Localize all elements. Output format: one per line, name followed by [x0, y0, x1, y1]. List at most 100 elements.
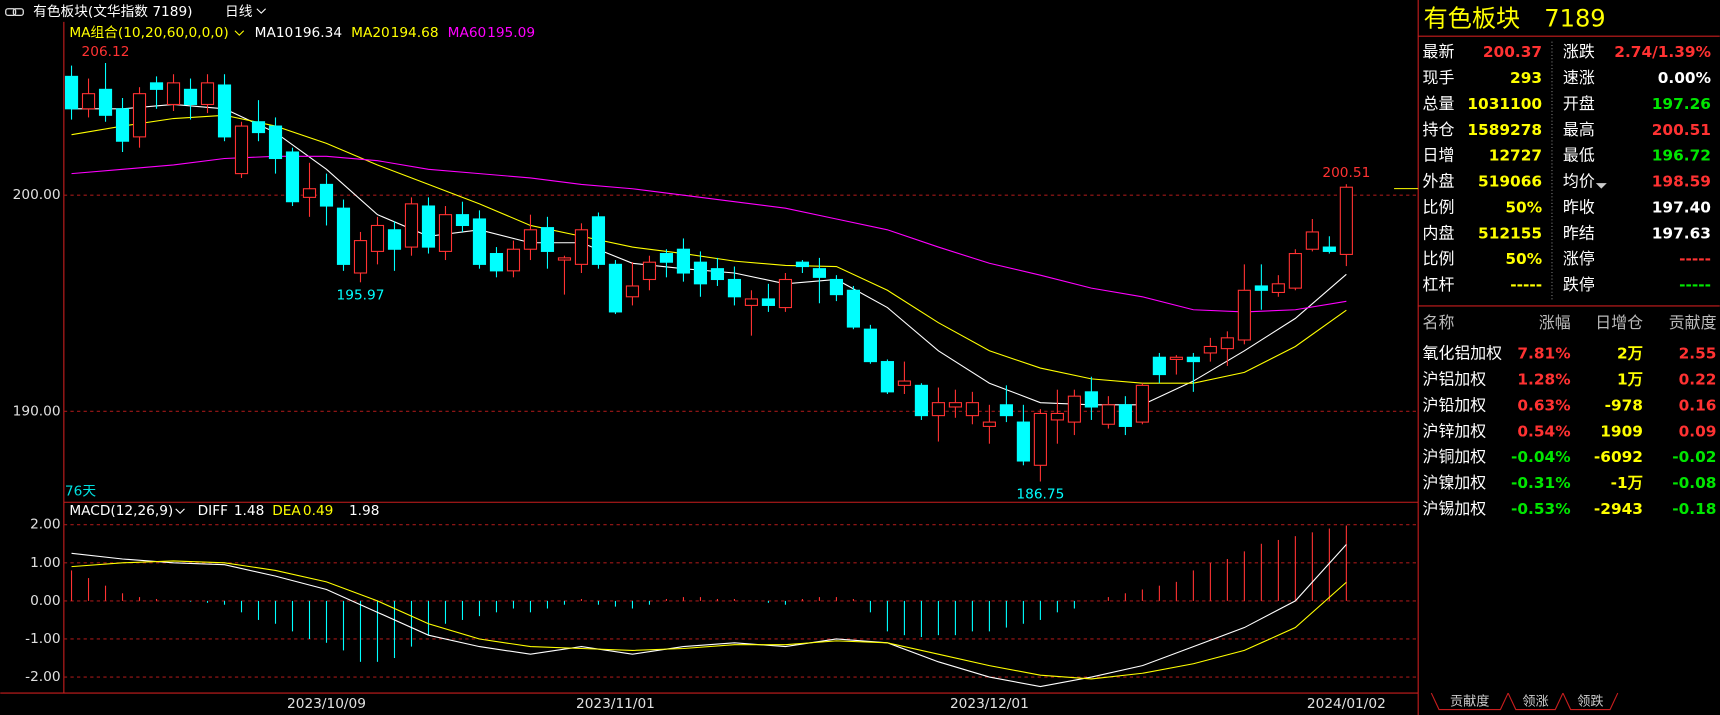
table-cell: -6092 — [1594, 448, 1643, 466]
x-tick-label: 2023/11/01 — [576, 696, 655, 712]
candle-body — [1152, 356, 1166, 376]
table-row-name[interactable]: 沪锌加权 — [1423, 421, 1487, 440]
candle-body — [1186, 356, 1200, 363]
legend-value: 196.34 — [294, 25, 342, 41]
price-annotation: 206.12 — [82, 44, 130, 60]
candle-body — [1050, 412, 1064, 421]
quote-value: ----- — [1679, 250, 1711, 268]
period-dropdown[interactable]: 日线 — [225, 4, 267, 20]
candle-body — [642, 261, 657, 281]
table-cell: 0.54% — [1517, 422, 1570, 440]
candle-body — [1322, 246, 1336, 252]
y-tick-label: -1.00 — [25, 631, 60, 647]
y-tick-label: 1.00 — [30, 555, 60, 571]
table-row-name[interactable]: 氧化铝加权 — [1423, 344, 1503, 363]
legend-name: MA10 — [255, 25, 294, 41]
table-header: 涨幅 — [1539, 313, 1571, 332]
quote-label: 最低 — [1563, 146, 1595, 165]
dropdown-icon[interactable] — [256, 8, 267, 14]
macd-line — [71, 544, 1347, 688]
table-cell: -1万 — [1611, 474, 1643, 492]
candle-body — [659, 253, 674, 263]
tab[interactable]: 领跌 — [1577, 693, 1603, 709]
quote-label: 昨结 — [1563, 223, 1595, 242]
dropdown-icon[interactable] — [234, 30, 245, 36]
macd-line — [71, 560, 1347, 680]
quote-label: 跌停 — [1563, 275, 1595, 294]
candle-body — [948, 402, 962, 408]
candle-body — [1220, 337, 1234, 350]
candle-body — [863, 328, 877, 363]
quote-label: 杠杆 — [1423, 275, 1455, 294]
quote-name: 有色板块 — [1424, 5, 1520, 33]
table-cell: -2943 — [1594, 500, 1643, 518]
candle-body — [115, 108, 130, 142]
table-cell: 1.28% — [1517, 371, 1570, 389]
candle-body — [591, 216, 606, 265]
dropdown-icon[interactable] — [1595, 183, 1607, 189]
table-row-name[interactable]: 沪锡加权 — [1423, 499, 1487, 518]
quote-label: 最高 — [1563, 120, 1595, 139]
tab[interactable]: 领涨 — [1522, 693, 1548, 709]
candle-body — [846, 289, 861, 328]
candle-body — [1203, 345, 1217, 354]
candle-body — [166, 82, 181, 106]
dropdown-icon[interactable] — [175, 508, 185, 514]
legend-value: 195.09 — [487, 25, 535, 41]
candle-body — [506, 248, 521, 272]
ma-line — [71, 103, 1347, 406]
candle-body — [625, 285, 640, 298]
legend-value: 0.49 — [303, 503, 333, 519]
table-row-name[interactable]: 沪铅加权 — [1423, 395, 1487, 414]
y-tick-label: 190.00 — [13, 403, 61, 419]
ma-line — [71, 114, 1347, 384]
quote-value: 197.63 — [1652, 224, 1711, 242]
tab[interactable]: 贡献度 — [1450, 693, 1489, 709]
y-tick-label: 0.00 — [30, 593, 60, 609]
candle-body — [1169, 356, 1183, 360]
table-cell: -0.04% — [1511, 448, 1571, 466]
quote-value: ----- — [1679, 276, 1711, 294]
candle-body — [1254, 285, 1268, 291]
candle-body — [965, 402, 979, 417]
candle-body — [132, 93, 147, 138]
table-header: 贡献度 — [1669, 313, 1717, 332]
table-cell: 1万 — [1617, 371, 1643, 389]
candle-body — [693, 261, 708, 285]
legend-name: DIFF — [198, 503, 228, 519]
candle-body — [1016, 421, 1030, 462]
candle-body — [183, 88, 198, 106]
candle-body — [1101, 404, 1115, 425]
candle-body — [829, 278, 844, 296]
period-count: 76天 — [65, 483, 96, 499]
table-cell: -0.02 — [1672, 448, 1716, 466]
candle-body — [489, 253, 504, 272]
ma-legend-label[interactable]: MA组合(10,20,60,0,0,0) — [69, 25, 228, 41]
table-row-name[interactable]: 沪铜加权 — [1423, 447, 1487, 466]
candle-body — [217, 84, 232, 138]
table-row-name[interactable]: 沪铝加权 — [1423, 370, 1487, 389]
x-tick-label: 2023/12/01 — [950, 696, 1029, 712]
candle-body — [285, 151, 300, 203]
table-cell: -0.08 — [1672, 474, 1716, 492]
legend-name: DEA — [272, 503, 301, 519]
candle-body — [1271, 283, 1285, 293]
link-icon — [5, 8, 24, 17]
quote-value: 12727 — [1489, 147, 1542, 165]
candle-body — [438, 214, 453, 252]
macd-legend-label[interactable]: MACD(12,26,9) — [69, 503, 173, 519]
quote-label: 比例 — [1423, 249, 1455, 268]
candle-body — [1118, 404, 1132, 427]
x-tick-label: 2024/01/02 — [1307, 696, 1386, 712]
period-label[interactable]: 日线 — [225, 4, 253, 20]
candle-body — [897, 380, 911, 386]
quote-value: 196.72 — [1652, 147, 1711, 165]
candle-body — [880, 361, 894, 393]
x-tick-label: 2023/10/09 — [287, 696, 366, 712]
price-annotation: 186.75 — [1016, 487, 1064, 503]
quote-label: 比例 — [1423, 197, 1455, 216]
table-row-name[interactable]: 沪镍加权 — [1423, 473, 1487, 492]
quote-label: 持仓 — [1423, 120, 1455, 139]
